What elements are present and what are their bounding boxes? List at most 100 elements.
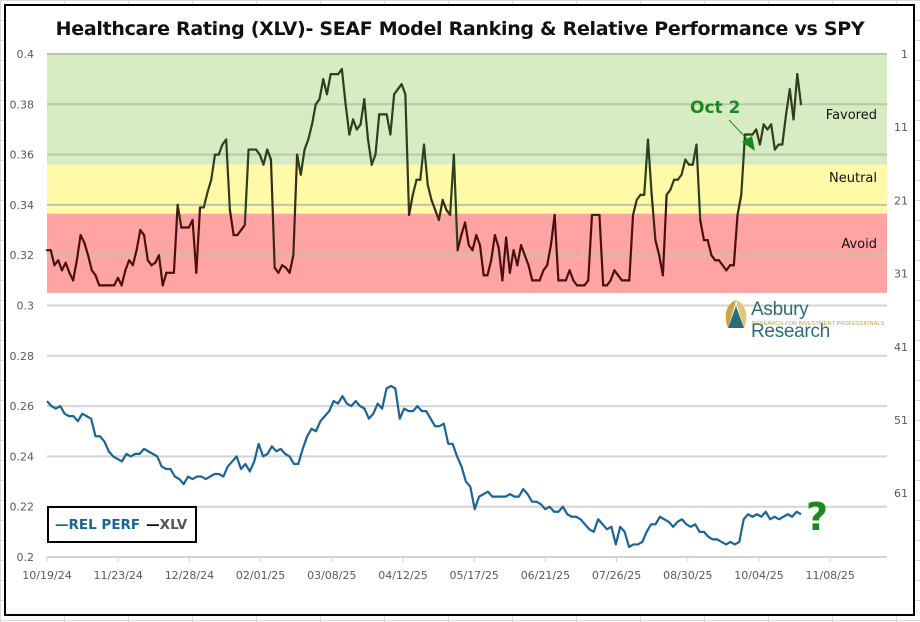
xlv-series-segment bbox=[157, 254, 164, 287]
zone-label-avoid: Avoid bbox=[841, 237, 877, 252]
xlv-series-segment bbox=[568, 269, 575, 282]
xlv-series-segment bbox=[206, 178, 213, 194]
xlv-series-segment bbox=[135, 228, 142, 252]
xlv-series-segment bbox=[796, 73, 803, 106]
left-axis-tick: 0.22 bbox=[10, 501, 35, 514]
xlv-series-segment bbox=[269, 158, 276, 269]
xlv-series-segment bbox=[527, 264, 534, 282]
xlv-series-segment bbox=[631, 198, 638, 217]
xlv-series-segment bbox=[210, 153, 217, 181]
xlv-series-segment bbox=[266, 148, 273, 161]
xlv-series-segment bbox=[430, 198, 437, 212]
xlv-series-segment bbox=[516, 244, 523, 267]
left-axis-tick: 0.26 bbox=[10, 400, 35, 413]
xlv-series-segment bbox=[370, 153, 377, 166]
xlv-series-segment bbox=[546, 244, 553, 267]
xlv-series-segment bbox=[351, 118, 358, 131]
xlv-series-segment bbox=[172, 203, 179, 274]
right-axis-tick: 31 bbox=[894, 268, 908, 281]
x-axis-tick-label: 05/17/25 bbox=[449, 569, 498, 582]
xlv-series-segment bbox=[486, 259, 493, 277]
xlv-series-segment bbox=[706, 239, 713, 257]
xlv-series-segment bbox=[736, 193, 743, 217]
logo-mark-icon bbox=[725, 300, 747, 328]
annotation-oct-2: Oct 2 bbox=[690, 98, 740, 118]
xlv-series-segment bbox=[770, 123, 776, 151]
xlv-series-segment bbox=[695, 143, 702, 222]
xlv-series-segment bbox=[400, 83, 407, 96]
xlv-series-segment bbox=[49, 249, 56, 267]
xlv-series-segment bbox=[422, 143, 429, 186]
xlv-series-segment bbox=[307, 123, 314, 141]
xlv-series-segment bbox=[419, 143, 426, 181]
xlv-series-segment bbox=[553, 213, 560, 282]
left-axis-tick: 0.36 bbox=[10, 149, 35, 162]
xlv-series-segment bbox=[131, 249, 138, 267]
legend-label-xlv: XLV bbox=[159, 516, 188, 533]
xlv-series-segment bbox=[325, 73, 332, 96]
left-axis-tick: 0.24 bbox=[10, 450, 35, 463]
asbury-research-logo: Asbury Research RESEARCH FOR INVESTMENT … bbox=[722, 298, 887, 342]
x-axis-tick-label: 10/04/25 bbox=[734, 569, 783, 582]
xlv-series-segment bbox=[277, 264, 284, 274]
left-axis-tick: 0.34 bbox=[10, 199, 35, 212]
right-axis-tick: 1 bbox=[901, 48, 908, 61]
left-axis-tick: 0.2 bbox=[17, 551, 35, 564]
xlv-series-segment bbox=[493, 233, 500, 249]
xlv-series-segment bbox=[72, 259, 78, 282]
logo-tagline: RESEARCH FOR INVESTMENT PROFESSIONALS bbox=[752, 321, 885, 327]
logo-name: Asbury Research bbox=[751, 299, 830, 342]
xlv-series-segment bbox=[310, 103, 317, 126]
xlv-series-segment bbox=[292, 153, 299, 257]
xlv-series-segment bbox=[64, 261, 71, 274]
xlv-series-segment bbox=[475, 233, 482, 247]
xlv-series-segment bbox=[363, 98, 370, 141]
xlv-series-segment bbox=[142, 233, 149, 262]
xlv-series-segment bbox=[86, 254, 93, 272]
chart-legend: —REL PERF —XLV bbox=[47, 506, 197, 543]
xlv-series-segment bbox=[202, 191, 209, 209]
xlv-series-segment bbox=[732, 213, 739, 267]
xlv-series-segment bbox=[609, 269, 616, 282]
xlv-series-segment bbox=[228, 208, 235, 237]
xlv-series-segment bbox=[598, 213, 605, 287]
xlv-series-segment bbox=[407, 193, 414, 217]
x-axis-tick-label: 06/21/25 bbox=[521, 569, 570, 582]
xlv-series-segment bbox=[523, 254, 530, 267]
xlv-series-segment bbox=[505, 236, 511, 274]
xlv-series-segment bbox=[654, 239, 661, 257]
xlv-series-segment bbox=[94, 274, 101, 287]
xlv-series-segment bbox=[628, 213, 635, 282]
xlv-series-segment bbox=[478, 244, 485, 277]
xlv-series-segment bbox=[792, 73, 799, 121]
xlv-series-segment bbox=[318, 78, 325, 101]
xlv-series-segment bbox=[456, 233, 463, 252]
zone-neutral bbox=[47, 164, 887, 214]
xlv-series-segment bbox=[784, 88, 791, 116]
xlv-series-segment bbox=[463, 221, 470, 247]
x-axis-tick-label: 02/01/25 bbox=[236, 569, 285, 582]
xlv-series-segment bbox=[646, 138, 653, 196]
zone-label-favored: Favored bbox=[826, 108, 877, 123]
right-axis-tick: 41 bbox=[894, 341, 908, 354]
xlv-series-segment bbox=[243, 148, 250, 227]
xlv-series-segment bbox=[564, 269, 571, 282]
xlv-series-segment bbox=[225, 138, 232, 212]
xlv-series-segment bbox=[340, 67, 347, 106]
annotation-question-mark: ? bbox=[806, 495, 828, 539]
legend-item-rel-perf: —REL PERF bbox=[55, 516, 141, 533]
xlv-series-segment bbox=[366, 138, 373, 166]
xlv-series-segment bbox=[538, 269, 545, 282]
xlv-series-segment bbox=[740, 133, 747, 196]
xlv-series-segment bbox=[452, 153, 459, 252]
xlv-series-segment bbox=[217, 143, 224, 156]
rel-perf-series-line bbox=[46, 384, 802, 549]
xlv-series-segment bbox=[83, 241, 90, 257]
xlv-series-segment bbox=[75, 233, 82, 262]
xlv-series-segment bbox=[501, 236, 508, 282]
xlv-series-segment bbox=[195, 206, 202, 274]
xlv-series-segment bbox=[389, 93, 396, 136]
left-axis-tick: 0.3 bbox=[17, 300, 35, 313]
x-axis-tick-label: 11/08/25 bbox=[805, 569, 854, 582]
